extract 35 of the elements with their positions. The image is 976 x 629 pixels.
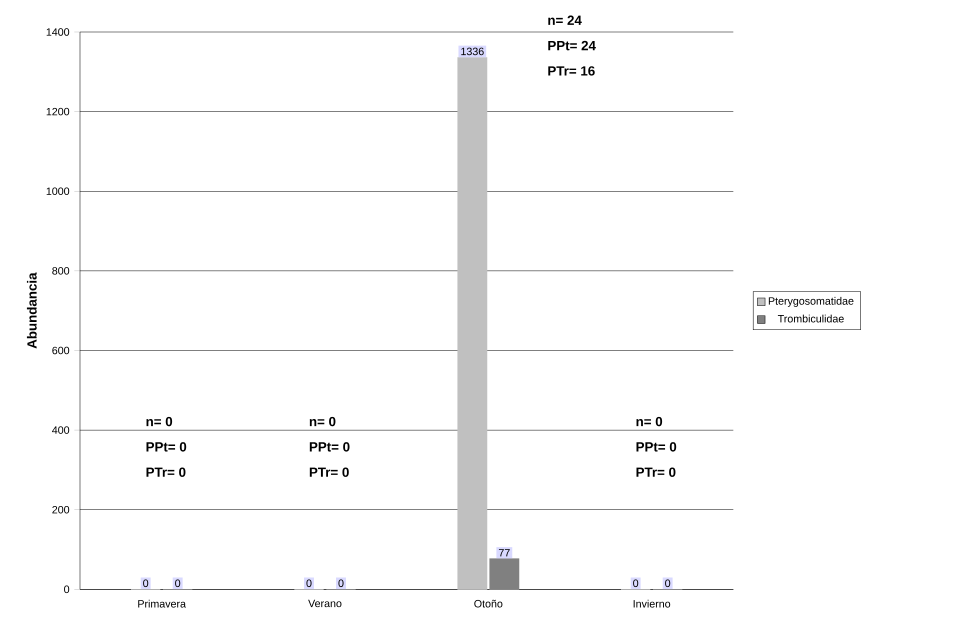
annotation: PTr= 0 [310, 467, 349, 477]
annotation: PTr= 0 [636, 467, 676, 477]
data-label: 0 [633, 579, 638, 587]
annotation: PTr= 16 [548, 66, 595, 76]
data-label: 77 [498, 548, 510, 556]
x-tick-label: Primavera [138, 600, 186, 608]
data-label: 1336 [461, 48, 484, 56]
annotation: n= 0 [146, 416, 172, 426]
data-label: 0 [143, 579, 148, 587]
x-tick-label: Verano [308, 600, 342, 608]
y-axis-title: Abundancia [26, 272, 37, 348]
data-label: 0 [306, 579, 312, 587]
x-tick-label: Invierno [634, 600, 670, 608]
y-tick-label: 400 [52, 426, 70, 434]
y-tick-label: 1200 [46, 108, 70, 116]
x-tick-label: Otoño [474, 600, 502, 608]
data-label: 0 [338, 579, 344, 587]
annotation: PPt= 0 [310, 442, 350, 452]
annotation: PPt= 0 [636, 442, 676, 452]
y-tick-label: 800 [52, 266, 70, 274]
data-label: 0 [175, 579, 180, 587]
annotation: n= 0 [636, 416, 662, 426]
y-tick-label: 0 [64, 585, 70, 593]
annotation: n= 0 [310, 416, 336, 426]
y-tick-label: 200 [52, 506, 70, 514]
text: n= 24 [548, 15, 582, 25]
data-label: 0 [665, 579, 670, 587]
legend-label: Pterygosomatidae [768, 296, 854, 307]
annotation: PPt= 24 [548, 40, 596, 50]
y-tick-label: 1000 [46, 187, 70, 195]
legend-label: Trombiculidae [778, 314, 844, 322]
y-tick-label: 600 [52, 346, 70, 354]
y-tick-label: 1400 [46, 28, 70, 36]
annotation: PTr= 0 [146, 467, 186, 477]
annotation: PPt= 0 [146, 442, 186, 452]
